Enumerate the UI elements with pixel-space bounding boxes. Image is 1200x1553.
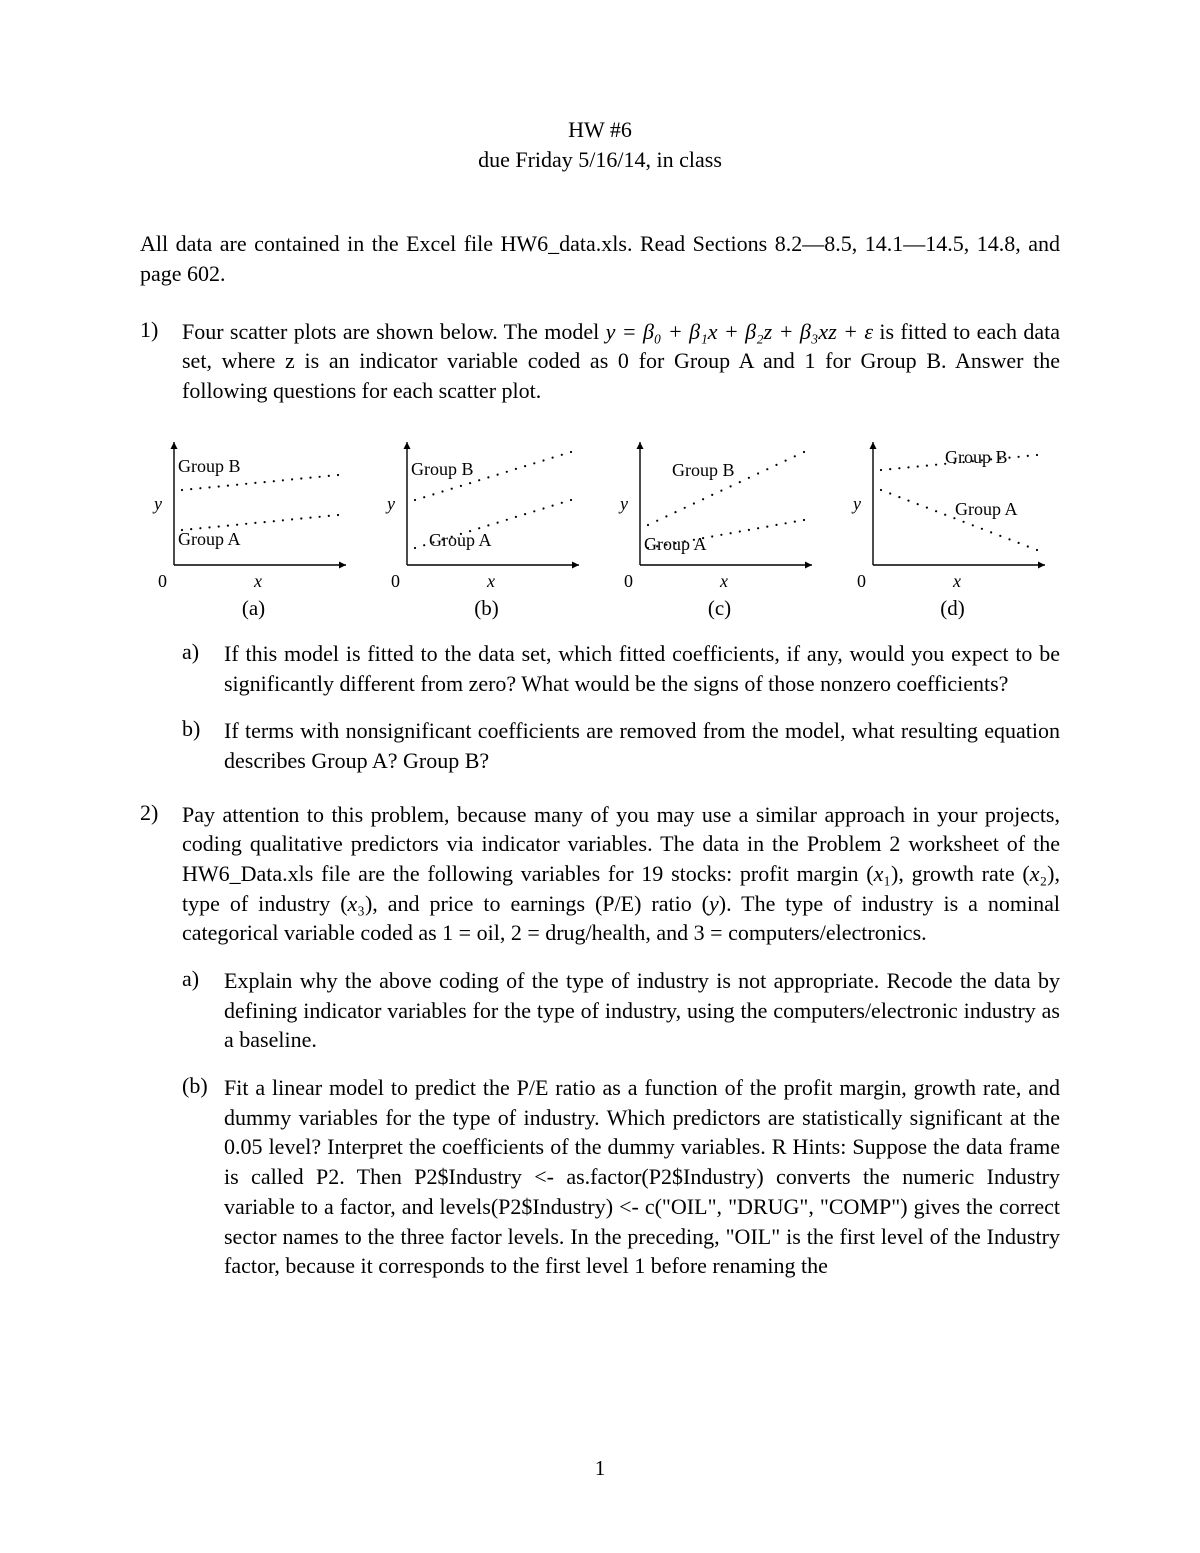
page: HW #6 due Friday 5/16/14, in class All d… — [0, 0, 1200, 1553]
q1b-text: If terms with nonsignificant coefficient… — [224, 716, 1060, 775]
intro-text: All data are contained in the Excel file… — [140, 229, 1060, 288]
header: HW #6 due Friday 5/16/14, in class — [140, 115, 1060, 174]
plot-label: (a) — [146, 596, 361, 621]
svg-text:y: y — [152, 493, 162, 513]
svg-text:0: 0 — [391, 571, 400, 590]
plot-label: (b) — [379, 596, 594, 621]
scatter-plots-row: Group A Group B y 0 x (a) Group A Group … — [146, 430, 1060, 621]
scatter-svg: Group A Group B y 0 x — [379, 430, 594, 590]
scatter-svg: Group A Group B y 0 x — [146, 430, 361, 590]
svg-text:y: y — [618, 493, 628, 513]
svg-text:Group B: Group B — [178, 456, 241, 476]
q2b-text: Fit a linear model to predict the P/E ra… — [224, 1073, 1060, 1281]
q2-body: Pay attention to this problem, because m… — [182, 800, 1060, 948]
question-list: 1) Four scatter plots are shown below. T… — [140, 317, 1060, 1281]
scatter-plot: Group A Group B y 0 x (b) — [379, 430, 594, 621]
svg-text:Group A: Group A — [955, 499, 1018, 519]
q2-text: Pay attention to this problem, because m… — [182, 802, 1060, 946]
question-2: 2) Pay attention to this problem, becaus… — [140, 800, 1060, 948]
q1a-number: a) — [182, 639, 224, 698]
svg-text:y: y — [851, 493, 861, 513]
hw-title: HW #6 — [140, 115, 1060, 145]
q2b: (b) Fit a linear model to predict the P/… — [182, 1073, 1060, 1281]
plot-label: (d) — [845, 596, 1060, 621]
scatter-plot: Group A Group B y 0 x (a) — [146, 430, 361, 621]
q2a-text: Explain why the above coding of the type… — [224, 966, 1060, 1055]
plot-label: (c) — [612, 596, 827, 621]
scatter-plot: Group A Group B y 0 x (d) — [845, 430, 1060, 621]
q1-number: 1) — [140, 317, 182, 406]
q2-number: 2) — [140, 800, 182, 948]
q1b-number: b) — [182, 716, 224, 775]
q1-body: Four scatter plots are shown below. The … — [182, 317, 1060, 406]
q1-model: y = β₀ + β₁x + β₂z + β₃xz + ε — [606, 319, 873, 344]
q2b-number: (b) — [182, 1073, 224, 1281]
svg-text:Group A: Group A — [644, 534, 707, 554]
svg-text:0: 0 — [158, 571, 167, 590]
due-date: due Friday 5/16/14, in class — [140, 145, 1060, 175]
question-1: 1) Four scatter plots are shown below. T… — [140, 317, 1060, 406]
svg-text:x: x — [253, 571, 262, 590]
svg-text:0: 0 — [857, 571, 866, 590]
svg-text:x: x — [719, 571, 728, 590]
scatter-svg: Group A Group B y 0 x — [612, 430, 827, 590]
q2a: a) Explain why the above coding of the t… — [182, 966, 1060, 1055]
q1-text-pre: Four scatter plots are shown below. The … — [182, 319, 606, 344]
svg-text:Group B: Group B — [945, 447, 1008, 467]
svg-text:y: y — [385, 493, 395, 513]
q1a-text: If this model is fitted to the data set,… — [224, 639, 1060, 698]
svg-text:Group A: Group A — [178, 529, 241, 549]
q1b: b) If terms with nonsignificant coeffici… — [182, 716, 1060, 775]
q2a-number: a) — [182, 966, 224, 1055]
svg-text:x: x — [486, 571, 495, 590]
svg-text:x: x — [952, 571, 961, 590]
svg-text:0: 0 — [624, 571, 633, 590]
scatter-plot: Group A Group B y 0 x (c) — [612, 430, 827, 621]
svg-text:Group A: Group A — [429, 530, 492, 550]
page-number: 1 — [0, 1456, 1200, 1481]
scatter-svg: Group A Group B y 0 x — [845, 430, 1060, 590]
svg-text:Group B: Group B — [672, 460, 735, 480]
q1a: a) If this model is fitted to the data s… — [182, 639, 1060, 698]
svg-text:Group B: Group B — [411, 459, 474, 479]
